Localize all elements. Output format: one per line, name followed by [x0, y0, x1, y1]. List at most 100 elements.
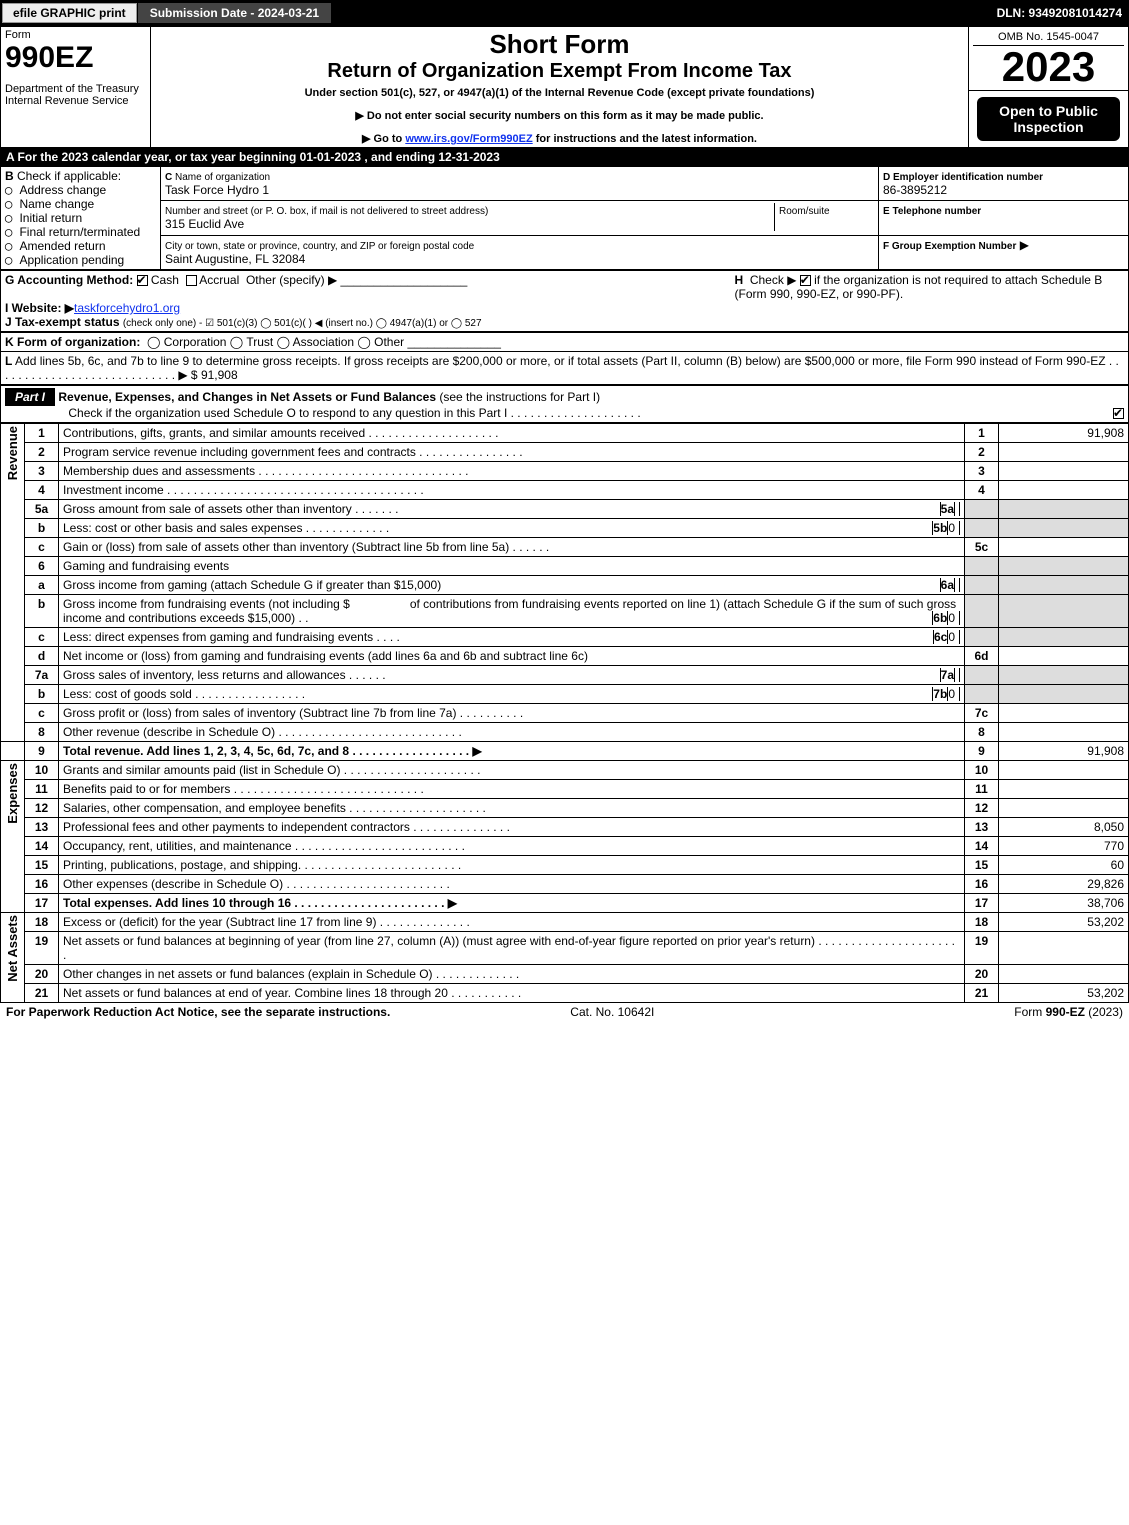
- amt-8: [999, 723, 1129, 742]
- amt-17: 38,706: [999, 894, 1129, 913]
- k-label: K Form of organization:: [5, 335, 140, 349]
- amt-13: 8,050: [999, 818, 1129, 837]
- chk-final[interactable]: ◯: [5, 225, 19, 239]
- line-19: Net assets or fund balances at beginning…: [59, 932, 965, 965]
- h-label: H: [735, 273, 744, 287]
- line-20: Other changes in net assets or fund bala…: [59, 965, 965, 984]
- website-link[interactable]: taskforcehydro1.org: [74, 301, 180, 315]
- sub-5b: 5b: [932, 521, 948, 535]
- line-15: Printing, publications, postage, and shi…: [59, 856, 965, 875]
- part-i-header: Part I Revenue, Expenses, and Changes in…: [0, 385, 1129, 423]
- line-17: Total expenses. Add lines 10 through 16 …: [63, 896, 457, 910]
- header-table: Form 990EZ Department of the Treasury In…: [0, 26, 1129, 148]
- org-name: Task Force Hydro 1: [165, 183, 269, 197]
- subamt-5a: [955, 502, 960, 516]
- chk-cash[interactable]: [137, 275, 148, 286]
- line-6b-1: Gross income from fundraising events (no…: [63, 597, 350, 611]
- efile-print-button[interactable]: efile GRAPHIC print: [2, 3, 137, 23]
- line-6a: Gross income from gaming (attach Schedul…: [63, 578, 441, 592]
- footer-center: Cat. No. 10642I: [570, 1005, 654, 1019]
- sub-5a: 5a: [940, 502, 955, 516]
- line-13: Professional fees and other payments to …: [59, 818, 965, 837]
- org-info-table: B Check if applicable: ◯ Address change …: [0, 166, 1129, 270]
- line-7c: Gross profit or (loss) from sales of inv…: [59, 704, 965, 723]
- amt-14: 770: [999, 837, 1129, 856]
- sub-6c: 6c: [933, 630, 948, 644]
- line-8: Other revenue (describe in Schedule O) .…: [59, 723, 965, 742]
- line-14: Occupancy, rent, utilities, and maintena…: [59, 837, 965, 856]
- k-text: ◯ Corporation ◯ Trust ◯ Association ◯ Ot…: [147, 335, 404, 349]
- line-5b: Less: cost or other basis and sales expe…: [63, 521, 389, 535]
- irs-link[interactable]: www.irs.gov/Form990EZ: [405, 133, 532, 145]
- subamt-5b: 0: [948, 521, 960, 535]
- k-l-table: K Form of organization: ◯ Corporation ◯ …: [0, 332, 1129, 385]
- lines-table: Revenue 1Contributions, gifts, grants, a…: [0, 423, 1129, 1003]
- line-5a: Gross amount from sale of assets other t…: [63, 502, 398, 516]
- h-text: Check ▶: [750, 273, 800, 287]
- street-label: Number and street (or P. O. box, if mail…: [165, 206, 488, 217]
- chk-pending[interactable]: ◯: [5, 253, 19, 267]
- d-label: D Employer identification number: [883, 172, 1043, 183]
- subamt-6a: [955, 578, 960, 592]
- opt-amended: Amended return: [19, 239, 105, 253]
- street: 315 Euclid Ave: [165, 217, 244, 231]
- part-i-note: (see the instructions for Part I): [439, 390, 600, 404]
- city-label: City or town, state or province, country…: [165, 241, 474, 252]
- chk-schedule-b[interactable]: [800, 275, 811, 286]
- dept: Department of the Treasury: [5, 83, 146, 95]
- line-9: Total revenue. Add lines 1, 2, 3, 4, 5c,…: [63, 744, 482, 758]
- sub-6b: 6b: [932, 611, 948, 625]
- f-arrow: ▶: [1020, 238, 1029, 252]
- submission-date: Submission Date - 2024-03-21: [138, 3, 331, 23]
- part-i-check-text: Check if the organization used Schedule …: [68, 406, 640, 420]
- part-i-label: Part I: [5, 388, 55, 406]
- expenses-label: Expenses: [5, 763, 20, 824]
- amt-15: 60: [999, 856, 1129, 875]
- chk-initial[interactable]: ◯: [5, 211, 19, 225]
- line-7b: Less: cost of goods sold . . . . . . . .…: [63, 687, 305, 701]
- amt-6d: [999, 647, 1129, 666]
- amt-2: [999, 443, 1129, 462]
- chk-address[interactable]: ◯: [5, 183, 19, 197]
- top-bar: efile GRAPHIC print Submission Date - 20…: [0, 0, 1129, 26]
- opt-address: Address change: [19, 183, 106, 197]
- line-11: Benefits paid to or for members . . . . …: [59, 780, 965, 799]
- chk-amended[interactable]: ◯: [5, 239, 19, 253]
- revenue-label: Revenue: [5, 426, 20, 480]
- irs: Internal Revenue Service: [5, 95, 146, 107]
- line-6c: Less: direct expenses from gaming and fu…: [63, 630, 400, 644]
- amt-4: [999, 481, 1129, 500]
- i-label: I Website: ▶: [5, 301, 74, 315]
- sub-7a: 7a: [940, 668, 955, 682]
- subamt-7b: 0: [948, 687, 960, 701]
- amt-16: 29,826: [999, 875, 1129, 894]
- b-text: Check if applicable:: [17, 169, 121, 183]
- amt-1: 91,908: [999, 424, 1129, 443]
- form-word: Form: [5, 29, 146, 41]
- line-6: Gaming and fundraising events: [59, 557, 965, 576]
- subamt-7a: [955, 668, 960, 682]
- g-accrual: Accrual: [199, 273, 239, 287]
- subamt-6b: 0: [948, 611, 960, 625]
- line-2: Program service revenue including govern…: [59, 443, 965, 462]
- footer-left: For Paperwork Reduction Act Notice, see …: [6, 1005, 390, 1019]
- chk-schedule-o[interactable]: [1113, 408, 1124, 419]
- return-title: Return of Organization Exempt From Incom…: [155, 60, 964, 83]
- g-cash: Cash: [151, 273, 179, 287]
- amt-5c: [999, 538, 1129, 557]
- c-name-label: Name of organization: [175, 172, 270, 183]
- line-5c: Gain or (loss) from sale of assets other…: [59, 538, 965, 557]
- goto-post: for instructions and the latest informat…: [533, 133, 757, 145]
- chk-accrual[interactable]: [186, 275, 197, 286]
- amt-21: 53,202: [999, 984, 1129, 1003]
- part-i-title: Revenue, Expenses, and Changes in Net As…: [58, 390, 436, 404]
- line-6d: Net income or (loss) from gaming and fun…: [59, 647, 965, 666]
- footer: For Paperwork Reduction Act Notice, see …: [0, 1003, 1129, 1021]
- e-label: E Telephone number: [883, 206, 981, 217]
- sub-7b: 7b: [932, 687, 948, 701]
- chk-name[interactable]: ◯: [5, 197, 19, 211]
- opt-name: Name change: [19, 197, 94, 211]
- j-text: (check only one) - ☑ 501(c)(3) ◯ 501(c)(…: [123, 318, 482, 329]
- ssn-note: ▶ Do not enter social security numbers o…: [155, 109, 964, 122]
- line-21: Net assets or fund balances at end of ye…: [59, 984, 965, 1003]
